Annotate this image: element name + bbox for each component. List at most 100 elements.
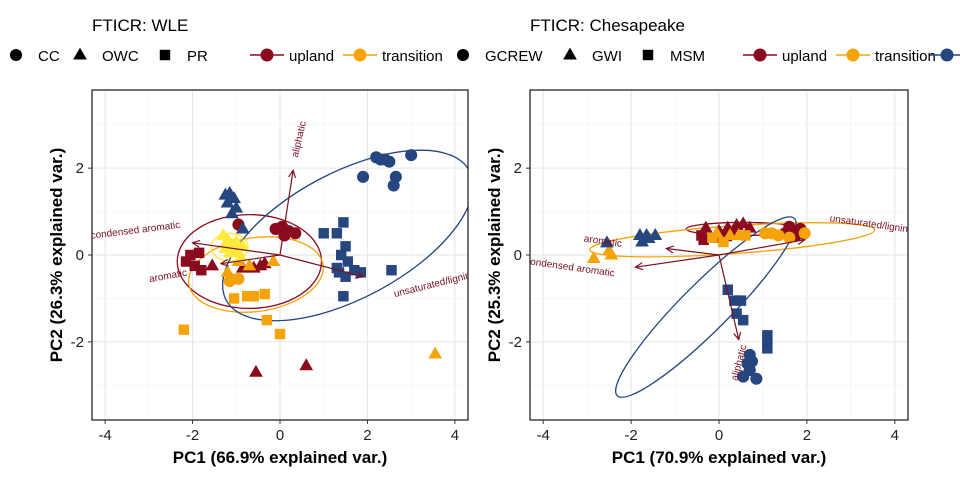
loading-arrow [718, 239, 805, 256]
y-tick-label: 0 [76, 247, 84, 264]
point-transition [586, 251, 601, 264]
y-tick-label: -2 [509, 334, 522, 351]
point-wetland [405, 149, 418, 162]
loading-arrowhead [664, 245, 675, 254]
legend: CC OWC PR upland transition [9, 47, 443, 65]
legend-transect-dot [940, 48, 954, 62]
ellipse-upland [176, 213, 323, 310]
point-wetland [338, 217, 349, 228]
point-upland [698, 220, 713, 233]
point-upland [289, 227, 302, 240]
x-tick-label: 4 [451, 427, 459, 444]
point-wetland [220, 195, 235, 208]
loading-label: condensed aromatic [525, 256, 616, 279]
loading-arrowhead [733, 331, 742, 342]
loadings [634, 237, 807, 342]
loading-arrowhead [634, 262, 644, 271]
point-transition [707, 232, 718, 243]
legend-shape-key [159, 49, 171, 61]
legend-transect-dot [753, 48, 767, 62]
legend-transect-dot [353, 48, 367, 62]
panel-subtitle: FTICR: Chesapeake [530, 16, 685, 35]
x-tick-label: -4 [537, 427, 550, 444]
point-transition [220, 264, 235, 277]
loading-arrow [279, 254, 364, 278]
loading-label: condensed aromatic [90, 220, 181, 242]
legend-shape-key [456, 48, 470, 62]
loading-arrow [666, 247, 720, 256]
point-transition [242, 258, 257, 271]
loading-arrow [220, 254, 281, 265]
loading-arrowhead [191, 239, 201, 248]
loading-arrow [718, 254, 740, 340]
point-wetland [722, 284, 734, 295]
point-wetland [225, 206, 239, 219]
point-wetland [735, 295, 747, 306]
point-wetland [737, 370, 750, 383]
point-wetland [387, 179, 400, 192]
point-wetland [331, 262, 343, 274]
panel-chesapeake: FTICR: Chesapeake GCREW GWI MSM upland trans… [456, 16, 960, 467]
point-wetland [386, 264, 397, 276]
legend-shape-label: MSM [670, 48, 705, 65]
point-transition [259, 288, 270, 300]
point-transition [261, 314, 273, 326]
point-upland [205, 258, 220, 271]
ticks: -4 -2 0 2 4 -2 0 2 [509, 160, 899, 444]
point-wetland [750, 372, 763, 385]
point-wte [235, 238, 250, 251]
point-upland [698, 234, 709, 246]
y-axis-label: PC2 (26.3% explained var.) [47, 148, 66, 363]
point-wetland [357, 170, 370, 183]
point-wte [229, 234, 244, 247]
legend-shape-key [9, 48, 23, 62]
point-transition [228, 293, 240, 304]
point-wetland [762, 330, 773, 341]
legend-shape-label: OWC [102, 48, 139, 65]
point-upland [185, 249, 196, 261]
loading-arrow [635, 254, 720, 268]
legend-shape-key [642, 49, 654, 61]
legend-transect-dot [260, 48, 274, 62]
point-wetland [340, 271, 351, 282]
legend-shape-label: CC [38, 48, 60, 65]
point-transition [428, 346, 443, 359]
points [178, 149, 443, 377]
x-axis-label: PC1 (66.9% explained var.) [173, 448, 388, 467]
point-wetland [342, 256, 353, 267]
point-upland [189, 260, 200, 272]
point-upland [180, 256, 192, 267]
loading-arrowhead [355, 271, 365, 279]
legend-shape-label: GCREW [485, 48, 543, 65]
point-wetland [383, 155, 396, 168]
y-tick-label: 0 [514, 247, 522, 264]
legend-shape-key [563, 47, 577, 60]
point-wetland [745, 355, 759, 368]
loading-label: aliphatic [290, 120, 309, 158]
loading-arrowhead [219, 258, 229, 267]
x-axis-label: PC1 (70.9% explained var.) [612, 448, 827, 467]
loading-arrow [279, 170, 294, 256]
point-wetland [227, 191, 241, 204]
loading-label: unsaturated/lignin [829, 213, 909, 235]
point-wetland [331, 228, 343, 239]
point-upland [249, 364, 263, 377]
y-tick-label: -2 [71, 334, 84, 351]
point-upland [196, 264, 207, 276]
point-upland [269, 222, 282, 235]
x-tick-label: 4 [891, 427, 899, 444]
y-tick-label: 2 [76, 160, 84, 177]
x-tick-label: 2 [803, 427, 811, 444]
ellipses [176, 149, 468, 322]
points [586, 216, 811, 385]
ellipse-wetland [221, 149, 468, 322]
point-transition [604, 247, 619, 260]
legend-shape-label: GWI [592, 48, 622, 65]
point-transition [248, 291, 259, 302]
point-wte [233, 249, 248, 262]
point-wetland [762, 336, 773, 348]
loading-label: aromatic [583, 234, 623, 250]
